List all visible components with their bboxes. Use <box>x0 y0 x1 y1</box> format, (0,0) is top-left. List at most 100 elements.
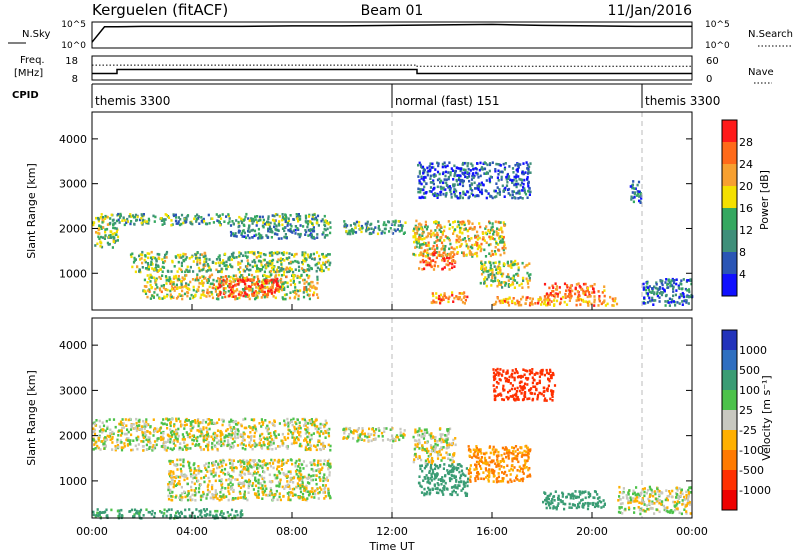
scatter-cell <box>153 444 156 448</box>
scatter-cell <box>160 284 163 288</box>
scatter-cell <box>423 185 426 189</box>
scatter-cell <box>118 429 121 432</box>
scatter-cell <box>509 193 512 197</box>
scatter-cell <box>262 493 265 496</box>
scatter-cell <box>520 282 523 286</box>
scatter-cell <box>603 285 606 288</box>
scatter-cell <box>455 166 458 169</box>
scatter-cell <box>675 278 678 281</box>
scatter-cell <box>311 487 314 490</box>
scatter-cell <box>440 247 443 251</box>
scatter-cell <box>231 442 234 445</box>
scatter-cell <box>196 278 199 281</box>
scatter-cell <box>243 269 247 273</box>
scatter-cell <box>423 267 426 271</box>
scatter-cell <box>209 421 212 424</box>
scatter-cell <box>170 295 173 298</box>
scatter-cell <box>254 445 257 448</box>
scatter-cell <box>240 474 243 477</box>
scatter-cell <box>289 223 292 226</box>
scatter-cell <box>305 221 308 224</box>
scatter-cell <box>141 223 144 226</box>
scatter-cell <box>503 166 507 170</box>
scatter-cell <box>295 213 298 216</box>
scatter-cell <box>148 445 151 449</box>
scatter-cell <box>155 259 158 263</box>
scatter-cell <box>368 232 371 236</box>
scatter-cell <box>470 183 474 186</box>
scatter-cell <box>476 234 479 238</box>
scatter-cell <box>220 438 223 441</box>
scatter-cell <box>503 300 506 303</box>
scatter-cell <box>314 492 317 496</box>
scatter-cell <box>251 260 254 263</box>
scatter-cell <box>223 467 227 471</box>
scatter-cell <box>218 498 221 502</box>
scatter-cell <box>429 168 432 172</box>
scatter-cell <box>224 295 227 299</box>
scatter-cell <box>586 295 589 299</box>
scatter-cell <box>402 432 405 436</box>
scatter-cell <box>516 299 519 303</box>
scatter-cell <box>147 436 150 439</box>
scatter-cell <box>319 459 322 463</box>
scatter-cell <box>285 257 288 260</box>
scatter-cell <box>209 274 212 278</box>
scatter-cell <box>418 172 421 175</box>
scatter-cell <box>494 302 497 306</box>
scatter-cell <box>146 281 149 284</box>
scatter-cell <box>329 231 332 235</box>
scatter-cell <box>313 423 316 427</box>
scatter-cell <box>244 251 247 254</box>
scatter-cell <box>477 176 480 179</box>
scatter-cell <box>631 191 634 194</box>
scatter-cell <box>459 244 462 248</box>
scatter-cell <box>503 224 506 227</box>
scatter-cell <box>303 497 306 501</box>
scatter-cell <box>238 281 241 284</box>
scatter-cell <box>687 288 691 291</box>
scatter-cell <box>224 287 227 290</box>
scatter-cell <box>543 298 546 302</box>
scatter-cell <box>187 287 190 291</box>
scatter-cell <box>467 167 470 171</box>
scatter-cell <box>419 188 422 191</box>
scatter-cell <box>215 285 218 289</box>
scatter-cell <box>234 420 237 423</box>
scatter-cell <box>493 250 497 253</box>
scatter-cell <box>239 492 242 495</box>
scatter-cell <box>97 219 100 223</box>
scatter-cell <box>106 434 109 438</box>
scatter-cell <box>526 177 529 181</box>
scatter-cell <box>271 262 274 265</box>
scatter-cell <box>484 269 487 272</box>
scatter-cell <box>287 270 290 273</box>
scatter-cell <box>189 221 192 224</box>
scatter-cell <box>248 230 251 234</box>
scatter-cell <box>501 246 504 250</box>
scatter-cell <box>244 254 247 258</box>
scatter-cell <box>458 167 461 170</box>
scatter-cell <box>252 460 255 464</box>
scatter-cell <box>186 265 189 269</box>
scatter-cell <box>467 222 470 225</box>
scatter-cell <box>100 428 103 432</box>
scatter-cell <box>307 473 310 477</box>
scatter-cell <box>315 469 318 472</box>
scatter-cell <box>329 261 332 265</box>
scatter-cell <box>172 485 175 489</box>
scatter-cell <box>195 443 198 446</box>
scatter-cell <box>225 463 228 467</box>
scatter-cell <box>101 421 104 424</box>
scatter-cell <box>123 432 126 436</box>
scatter-cell <box>392 439 395 443</box>
scatter-cell <box>504 300 508 304</box>
scatter-cell <box>104 228 107 231</box>
scatter-cell <box>327 434 331 438</box>
scatter-cell <box>265 276 268 280</box>
scatter-cell <box>480 166 484 169</box>
scatter-cell <box>242 418 245 421</box>
scatter-cell <box>191 434 194 438</box>
scatter-cell <box>277 266 280 269</box>
scatter-cell <box>130 220 133 223</box>
